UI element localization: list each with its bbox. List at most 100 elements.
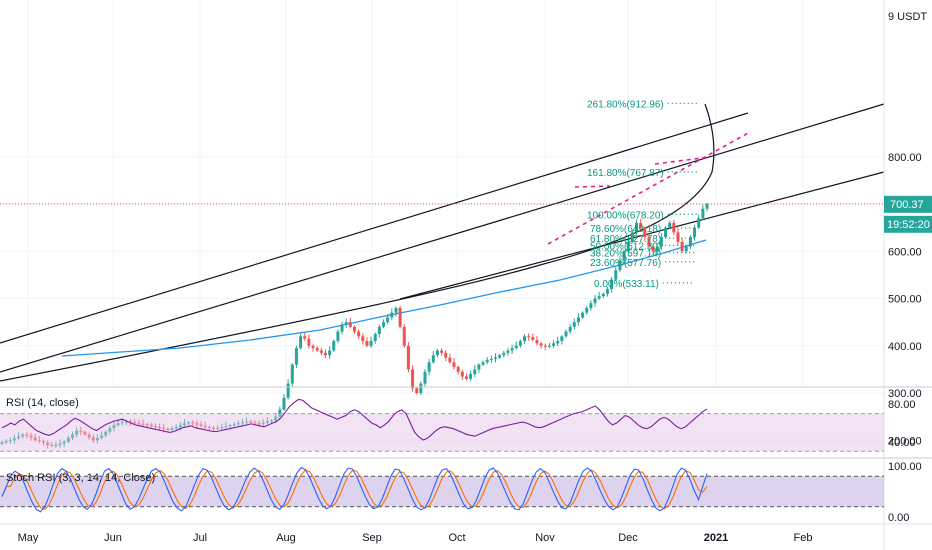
candle-body: [560, 336, 564, 342]
stoch-rsi-pane[interactable]: Stoch RSI (3, 3, 14, 14, Close) 100.00 0.…: [0, 461, 922, 524]
candle-body: [149, 424, 153, 427]
candle-body: [187, 422, 191, 424]
candle-body: [158, 427, 162, 429]
candle-body: [357, 331, 361, 337]
candle-body: [37, 440, 41, 442]
fibonacci-levels[interactable]: 261.80%(912.96) 161.80%(767.87) 100.00%(67…: [587, 99, 698, 290]
rsi-pane[interactable]: RSI (14, close) 80.00 40.00: [0, 397, 916, 452]
candle-body: [294, 348, 298, 365]
candle-body: [344, 322, 348, 325]
candle-body: [518, 341, 522, 346]
candle-body: [394, 307, 398, 313]
candle-body: [597, 296, 601, 299]
time-axis[interactable]: May Jun Jul Aug Sep Oct Nov Dec 2021 Feb: [18, 532, 813, 544]
candle-body: [460, 371, 464, 377]
candle-body: [411, 369, 415, 389]
channel-lower-line[interactable]: [399, 171, 885, 300]
time-tick-label: May: [18, 532, 39, 544]
candle-body: [174, 427, 178, 429]
pink-support-line[interactable]: [547, 131, 751, 245]
candle-body: [182, 423, 186, 426]
candle-body: [116, 423, 120, 426]
moving-average-line: [61, 239, 707, 357]
candle-body: [265, 421, 269, 423]
candle-body: [543, 345, 547, 347]
candle-body: [485, 359, 489, 363]
candle-body: [506, 350, 510, 353]
candle-body: [17, 436, 21, 439]
price-tick-label: 200.00: [888, 435, 922, 447]
candle-body: [62, 441, 66, 444]
channel-middle-line[interactable]: [0, 103, 885, 373]
candle-body: [319, 350, 323, 353]
candle-body: [552, 343, 556, 346]
candle-body: [614, 270, 618, 280]
candle-body: [50, 444, 54, 446]
candle-body: [489, 358, 493, 360]
candle-body: [241, 422, 245, 424]
candle-body: [444, 352, 448, 358]
candle-body: [626, 241, 630, 252]
candle-body: [282, 397, 286, 410]
candle-body: [220, 427, 224, 429]
pink-mid-line[interactable]: [654, 156, 711, 165]
parabolic-curve[interactable]: [0, 103, 715, 382]
fib-level-label: 61.80%(627.78): [590, 234, 661, 245]
candle-body: [195, 423, 199, 425]
candle-body: [402, 326, 406, 346]
candle-body: [452, 362, 456, 368]
time-tick-label: Sep: [362, 532, 382, 544]
candle-body: [207, 427, 211, 429]
fib-level-label: 100.00%(678.20): [587, 210, 664, 221]
candle-body: [365, 341, 369, 346]
candle-body: [75, 430, 79, 435]
candle-body: [100, 435, 104, 438]
candle-body: [141, 423, 145, 425]
candle-body: [199, 424, 203, 427]
fib-level-label: 261.80%(912.96): [587, 99, 664, 110]
candle-body: [630, 232, 634, 242]
candle-body: [232, 424, 236, 426]
candle-body: [680, 241, 684, 252]
trendlines[interactable]: [0, 103, 885, 382]
candle-body: [162, 427, 166, 429]
time-tick-label: Feb: [794, 532, 813, 544]
price-tick-label: 300.00: [888, 388, 922, 400]
price-axis[interactable]: 9 USDT 800.00700.00600.00500.00400.00300…: [883, 0, 932, 550]
candle-body: [581, 312, 585, 318]
candle-body: [191, 422, 195, 424]
pink-short-line[interactable]: [574, 185, 611, 188]
candle-body: [435, 350, 439, 356]
candle-body: [46, 442, 50, 445]
candle-body: [228, 425, 232, 427]
candle-body: [216, 427, 220, 429]
candle-body: [593, 298, 597, 304]
candle-body: [257, 423, 261, 425]
price-pane[interactable]: 261.80%(912.96) 161.80%(767.87) 100.00%(67…: [0, 0, 885, 449]
candle-body: [261, 422, 265, 424]
candle-body: [659, 237, 663, 247]
candle-body: [112, 425, 116, 428]
candle-body: [87, 434, 91, 438]
channel-upper-line[interactable]: [0, 112, 749, 344]
candle-body: [21, 434, 25, 437]
fib-level-label: 50.00%(612.30): [590, 241, 661, 252]
candle-body: [108, 427, 112, 432]
candle-body: [332, 341, 336, 351]
candle-body: [705, 204, 709, 209]
fib-level-label: 78.60%(649.18): [590, 224, 661, 235]
candle-body: [556, 341, 560, 344]
candle-body: [54, 444, 58, 446]
time-tick-label: Nov: [535, 532, 555, 544]
candle-body: [419, 383, 423, 393]
candle-body: [639, 222, 643, 228]
candle-body: [178, 425, 182, 428]
countdown-timer: 19:52:20: [887, 219, 930, 231]
candle-body: [655, 246, 659, 252]
candle-body: [270, 420, 274, 422]
candle-body: [104, 431, 108, 436]
last-price-value: 700.37: [890, 199, 924, 211]
time-tick-label: Aug: [276, 532, 296, 544]
candle-body: [647, 237, 651, 247]
